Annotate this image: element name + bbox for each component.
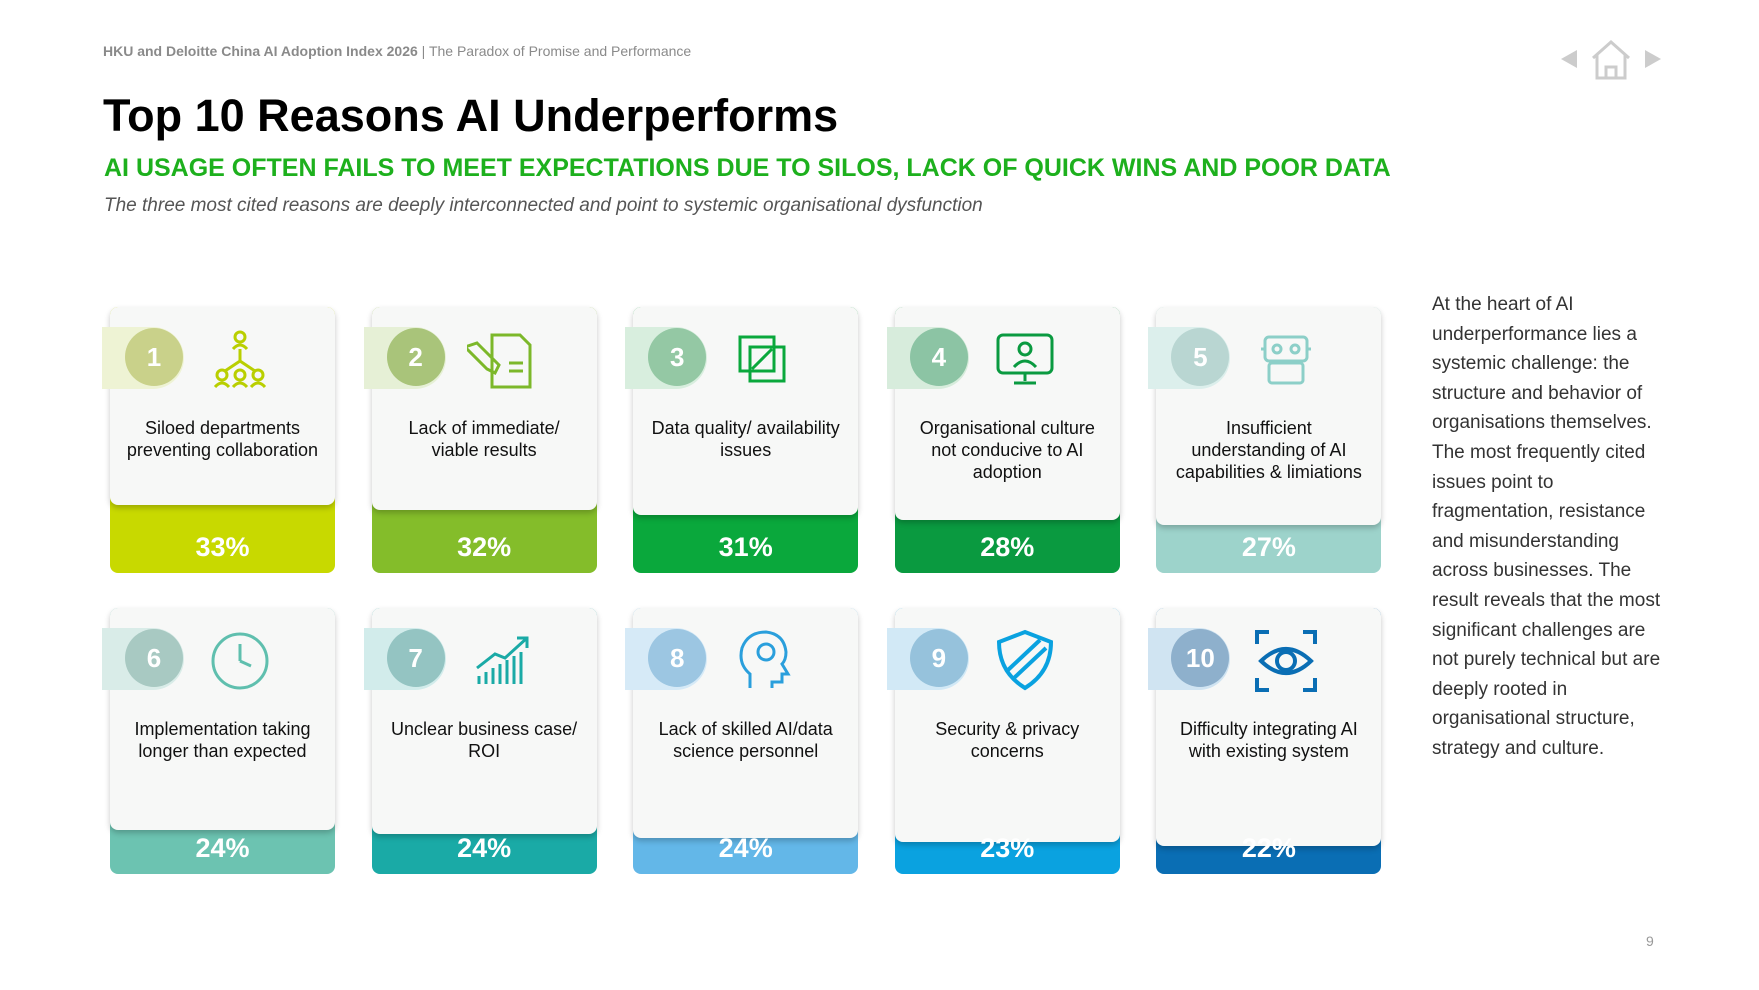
- reason-label: Lack of skilled AI/data science personne…: [658, 719, 833, 761]
- separator: |: [421, 43, 426, 59]
- icon: [475, 636, 529, 684]
- section-name: The Paradox of Promise and Performance: [428, 43, 692, 59]
- reason-label: Organisational culture not conducive to …: [919, 418, 1095, 482]
- next-button[interactable]: [1645, 50, 1661, 68]
- icon: [996, 629, 1053, 691]
- reason-label: Difficulty integrating AI with existing …: [1180, 719, 1358, 761]
- reason-label: Siloed departments preventing collaborat…: [126, 418, 319, 460]
- tagline: The three most cited reasons are deeply …: [104, 195, 983, 216]
- reason-card: 7 Unclear business case/ ROI 24%: [363, 608, 597, 874]
- nav: [1561, 39, 1661, 80]
- rank-badge: 8: [648, 629, 707, 687]
- reason-card: 2 Lack of immediate/ viable results 32%: [363, 307, 597, 573]
- sidebar-text: At the heart of AI underperformance lies…: [1432, 294, 1661, 759]
- page-number: 9: [1646, 933, 1654, 949]
- reason-percent: 27%: [1241, 532, 1296, 562]
- reason-card: 5 Insufficient understanding of AI capabi…: [1148, 307, 1382, 573]
- reason-card: 1 Siloed departments preventing collabora…: [102, 307, 335, 573]
- reason-label: Data quality/ availability issues: [651, 418, 840, 460]
- rank-badge: 6: [125, 629, 183, 687]
- reason-label: Lack of immediate/ viable results: [408, 418, 560, 460]
- icon: [211, 632, 269, 690]
- reason-card: 4 Organisational culture not conducive to…: [886, 307, 1120, 573]
- icon: [739, 630, 791, 688]
- reason-label: Unclear business case/ ROI: [391, 719, 578, 761]
- reason-label: Implementation taking longer than expect…: [134, 719, 311, 761]
- rank-badge: 4: [909, 328, 968, 386]
- icon: [213, 330, 267, 389]
- title: Top 10 Reasons AI Underperforms: [103, 90, 839, 141]
- icon: [1261, 335, 1312, 385]
- reason-percent: 33%: [195, 532, 250, 562]
- rank-badge: 2: [386, 328, 445, 386]
- reason-percent: 28%: [980, 532, 1035, 562]
- reason-percent: 31%: [718, 532, 773, 562]
- reason-card: 8 Lack of skilled AI/data science personn…: [625, 608, 859, 874]
- reason-percent: 24%: [718, 833, 773, 863]
- rank-badge: 3: [648, 328, 707, 386]
- reason-percent: 24%: [195, 833, 250, 863]
- reason-label: Insufficient understanding of AI capabil…: [1175, 418, 1362, 482]
- subtitle: AI USAGE OFTEN FAILS TO MEET EXPECTATION…: [104, 154, 1391, 182]
- icon: [1255, 630, 1318, 692]
- icon: [996, 333, 1054, 385]
- reason-percent: 24%: [457, 833, 512, 863]
- prev-button[interactable]: [1561, 50, 1577, 68]
- rank-badge: 7: [386, 629, 445, 687]
- reason-card: 3 Data quality/ availability issues 31%: [625, 307, 859, 573]
- icon: [466, 333, 532, 389]
- rank-badge: 9: [909, 629, 968, 687]
- rank-badge: 5: [1171, 328, 1230, 386]
- reason-card: 6 Implementation taking longer than expec…: [102, 608, 335, 874]
- header: HKU and Deloitte China AI Adoption Index…: [103, 43, 691, 59]
- home-button[interactable]: [1592, 39, 1630, 80]
- icon: [738, 335, 786, 383]
- reason-card: 10 Difficulty integrating AI with existin…: [1148, 608, 1382, 874]
- reason-percent: 23%: [980, 833, 1035, 863]
- reason-card: 9 Security & privacy concerns 23%: [886, 608, 1120, 874]
- reason-label: Security & privacy concerns: [935, 719, 1080, 761]
- reason-percent: 32%: [457, 532, 512, 562]
- reason-percent: 22%: [1241, 833, 1296, 863]
- rank-badge: 1: [125, 328, 183, 386]
- report-name: HKU and Deloitte China AI Adoption Index…: [103, 43, 418, 59]
- rank-badge: 10: [1171, 629, 1230, 687]
